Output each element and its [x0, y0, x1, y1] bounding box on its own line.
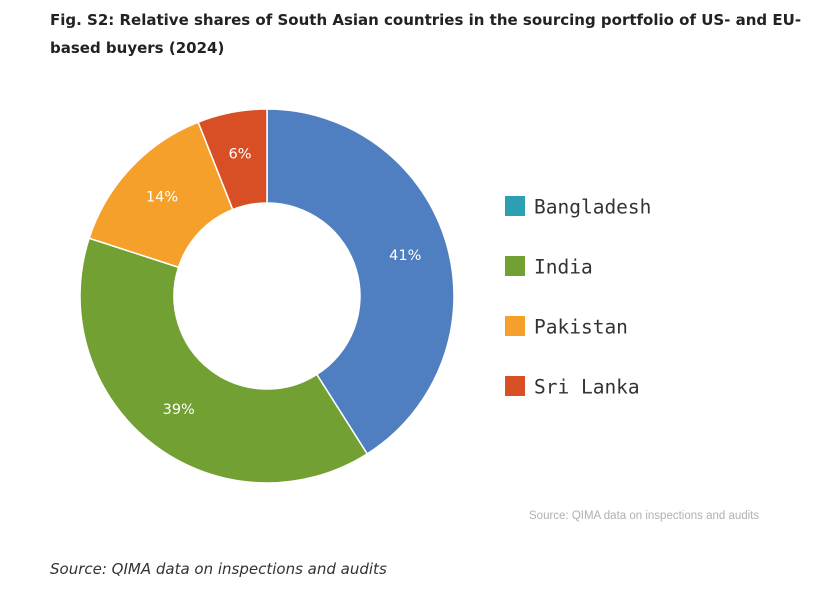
- legend-swatch-pakistan: [505, 316, 525, 336]
- slice-label-india: 39%: [163, 402, 195, 418]
- legend-label-india: India: [534, 256, 593, 279]
- legend-label-pakistan: Pakistan: [534, 316, 628, 339]
- legend-swatch-india: [505, 256, 525, 276]
- donut-slices: [79, 108, 455, 484]
- footer-source: Source: QIMA data on inspections and aud…: [50, 560, 387, 578]
- legend-swatch-bangladesh: [505, 196, 525, 216]
- legend-swatch-sri-lanka: [505, 376, 525, 396]
- slice-india: [79, 237, 369, 484]
- slice-bangladesh: [266, 108, 455, 455]
- slice-sri-lanka: [197, 108, 268, 211]
- slice-label-sri-lanka: 6%: [229, 147, 252, 163]
- legend: Bangladesh India Pakistan Sri Lanka: [505, 196, 651, 399]
- chart-source-note: Source: QIMA data on inspections and aud…: [529, 510, 760, 522]
- slice-label-bangladesh: 41%: [389, 248, 421, 264]
- chart-title: Fig. S2: Relative shares of South Asian …: [50, 11, 802, 57]
- slice-labels: 41% 39% 14% 6%: [146, 147, 421, 418]
- legend-label-bangladesh: Bangladesh: [534, 196, 651, 219]
- slice-label-pakistan: 14%: [146, 189, 178, 205]
- legend-label-sri-lanka: Sri Lanka: [534, 376, 640, 399]
